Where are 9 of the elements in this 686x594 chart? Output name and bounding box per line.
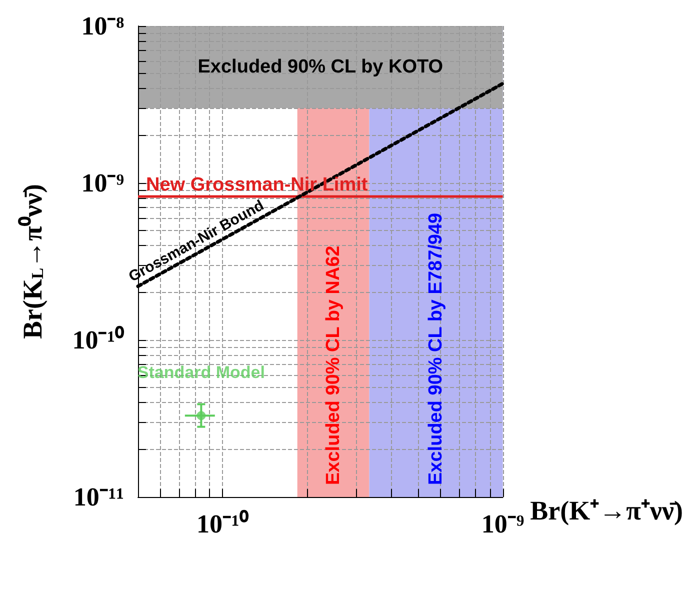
x-axis-title: Br(K⁺→π⁺νν̄)	[530, 496, 683, 526]
band-label: Excluded 90% CL by KOTO	[198, 56, 444, 78]
y-axis-title: Br(KL→π⁰νν̄)	[18, 184, 48, 340]
y-tick-label: 10⁻⁸	[81, 12, 124, 40]
band-label: Excluded 90% CL by NA62	[322, 246, 344, 485]
y-tick-label: 10⁻⁹	[81, 168, 124, 198]
band-label: Excluded 90% CL by E787/949	[426, 212, 447, 485]
y-tick-label: 10⁻¹⁰	[72, 326, 125, 354]
y-tick-label: 10⁻¹¹	[73, 482, 124, 512]
